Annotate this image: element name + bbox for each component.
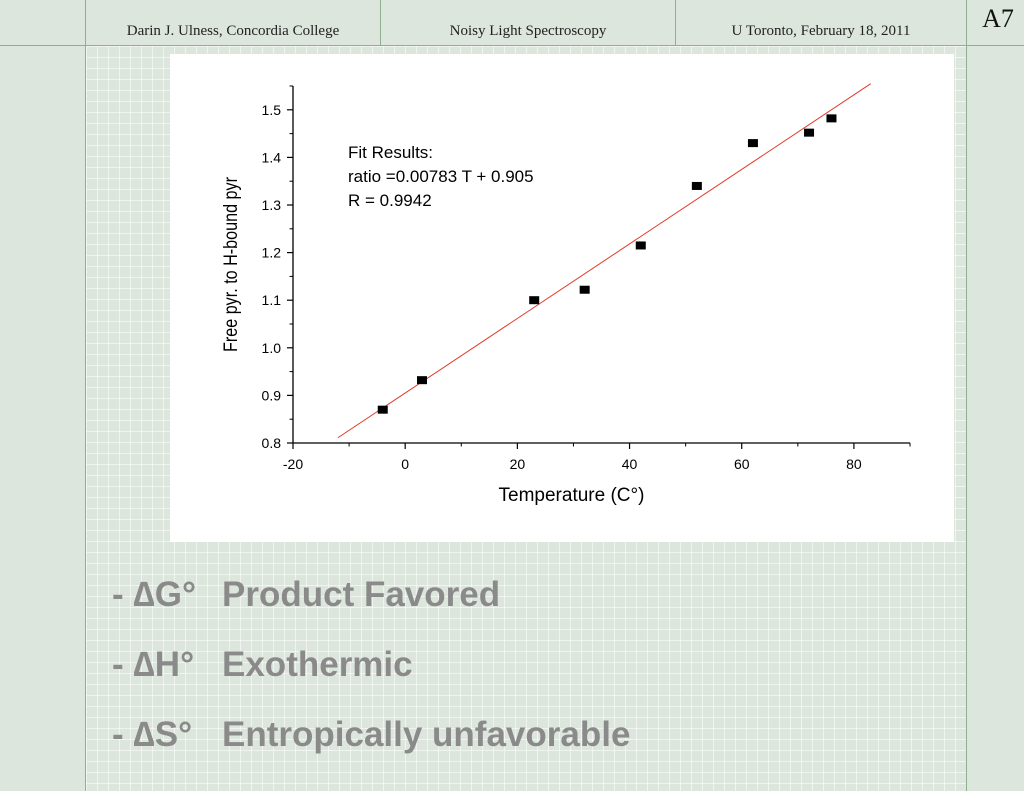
bullet-enthalpy: - ∆H° Exothermic <box>112 645 413 685</box>
x-tick-label: 20 <box>510 456 526 472</box>
data-point <box>691 181 702 190</box>
scatter-chart: -20 0 20 40 60 80 0.8 0.9 1.0 1.1 1.2 1.3 1.4 1.5 Temp… <box>220 83 911 506</box>
chart-panel: -20 0 20 40 60 80 0.8 0.9 1.0 1.1 1.2 1.3 1.4 1.5 Temp… <box>170 54 954 542</box>
data-point <box>826 114 837 123</box>
data-point <box>529 296 540 305</box>
header-author: Darin J. Ulness, Concordia College <box>126 23 340 39</box>
y-tick-label: 1.5 <box>262 102 282 118</box>
y-tick-label: 0.9 <box>262 387 282 403</box>
data-point <box>417 376 428 385</box>
fit-results-annotation: Fit Results: <box>348 143 433 162</box>
y-tick-label: 1.3 <box>262 197 282 213</box>
bullet-symbol: - ∆G° <box>112 575 197 614</box>
right-border-line <box>966 0 967 791</box>
slide-number: A7 <box>982 4 1014 33</box>
bullet-text: Exothermic <box>222 645 413 684</box>
header-divider <box>675 0 676 45</box>
y-tick-label: 0.8 <box>262 435 282 451</box>
x-tick-label: -20 <box>283 456 303 472</box>
header-title: Noisy Light Spectroscopy <box>449 23 607 39</box>
fit-results-annotation: ratio =0.00783 T + 0.905 <box>348 167 534 186</box>
bullet-symbol: - ∆S° <box>112 715 193 754</box>
y-axis-label: Free pyr. to H-bound pyr <box>220 177 242 352</box>
y-tick-label: 1.2 <box>262 245 282 261</box>
data-point <box>747 139 758 148</box>
fit-line <box>337 83 872 439</box>
x-tick-label: 0 <box>401 456 409 472</box>
x-axis-label: Temperature (C°) <box>499 485 645 506</box>
header-rule <box>0 45 1024 46</box>
y-tick-label: 1.1 <box>262 292 282 308</box>
x-tick-label: 80 <box>846 456 862 472</box>
bullet-text: Product Favored <box>222 575 501 614</box>
header-venue: U Toronto, February 18, 2011 <box>731 23 911 39</box>
header-divider <box>380 0 381 45</box>
left-border-line <box>85 0 86 791</box>
data-point <box>804 128 815 137</box>
data-point <box>579 285 590 294</box>
bullet-symbol: - ∆H° <box>112 645 195 684</box>
data-point <box>377 405 388 414</box>
y-tick-label: 1.0 <box>262 340 282 356</box>
y-tick-label: 1.4 <box>262 149 282 165</box>
bullet-gibbs: - ∆G° Product Favored <box>112 575 500 615</box>
x-tick-label: 40 <box>622 456 638 472</box>
fit-results-annotation: R = 0.9942 <box>348 191 432 210</box>
data-point <box>635 241 646 250</box>
x-tick-label: 60 <box>734 456 750 472</box>
bullet-text: Entropically unfavorable <box>222 715 631 754</box>
bullet-entropy: - ∆S° Entropically unfavorable <box>112 715 630 755</box>
